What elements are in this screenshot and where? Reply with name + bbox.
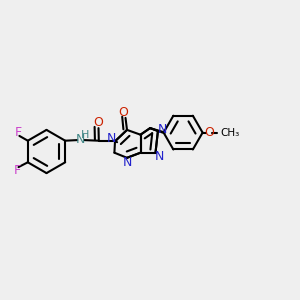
Text: F: F [15,126,22,140]
Text: N: N [123,155,132,169]
Text: N: N [76,133,86,146]
Text: CH₃: CH₃ [220,128,240,138]
Text: N: N [158,123,167,136]
Text: N: N [154,150,164,164]
Text: O: O [204,126,214,139]
Text: N: N [106,132,116,145]
Text: H: H [81,130,89,140]
Text: O: O [93,116,103,129]
Text: F: F [14,164,21,177]
Text: O: O [118,106,128,119]
